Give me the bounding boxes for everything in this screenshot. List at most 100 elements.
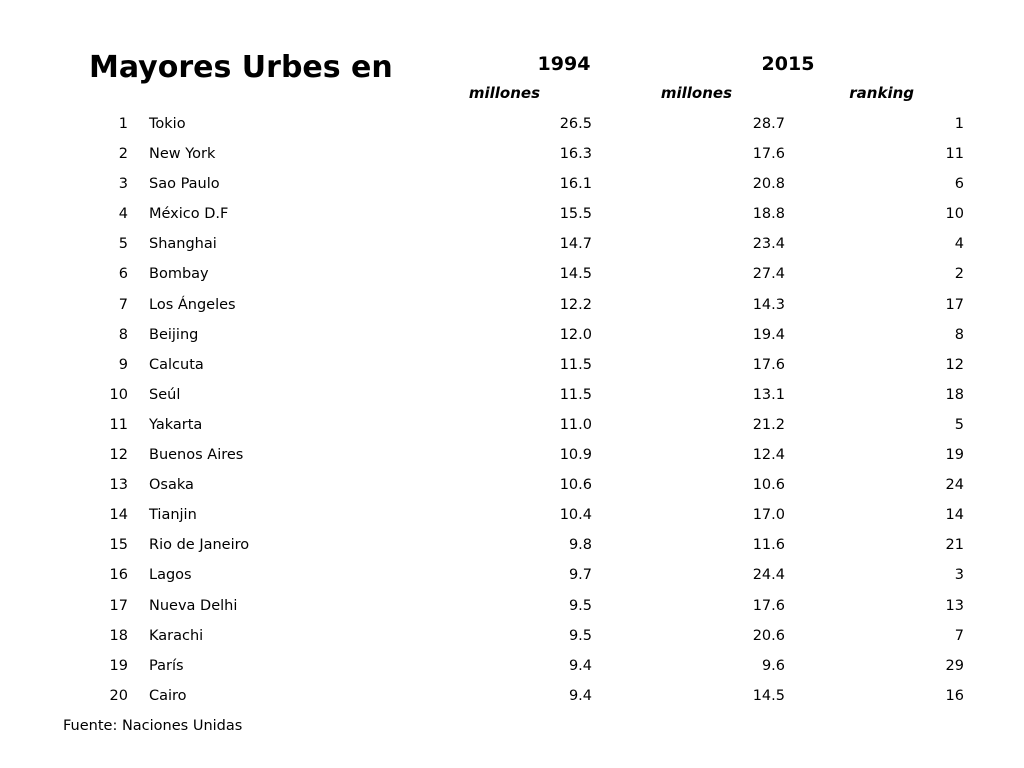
city-name: México D.F [149, 206, 229, 223]
table-row: 13 Osaka 10.6 10.6 24 [0, 469, 1024, 499]
population-1994: 14.5 [559, 266, 592, 283]
population-2015: 17.6 [752, 356, 785, 373]
rank-number: 20 [109, 687, 128, 704]
city-name: Bombay [149, 266, 209, 283]
population-2015: 9.6 [761, 657, 785, 674]
population-1994: 10.4 [559, 507, 592, 524]
population-2015: 14.5 [752, 687, 785, 704]
table-row: 4 México D.F 15.5 18.8 10 [0, 198, 1024, 228]
city-name: Lagos [149, 567, 192, 584]
city-name: Karachi [149, 627, 204, 644]
table-row: 8 Beijing 12.0 19.4 8 [0, 319, 1024, 349]
population-1994: 9.8 [568, 537, 592, 554]
rank-number: 11 [109, 416, 128, 433]
source-note: Fuente: Naciones Unidas [63, 718, 243, 734]
population-1994: 9.5 [568, 627, 592, 644]
ranking-2015: 19 [945, 447, 964, 464]
population-1994: 26.5 [559, 116, 592, 132]
rank-number: 1 [118, 116, 128, 132]
ranking-2015: 16 [945, 687, 964, 704]
population-1994: 9.5 [568, 597, 592, 614]
city-table: 1 Tokio 26.5 28.7 1 2 New York 16.3 17.6 11 3 Sao P… [0, 108, 1024, 710]
table-row: 7 Los Ángeles 12.2 14.3 17 [0, 289, 1024, 319]
table-row: 5 Shanghai 14.7 23.4 4 [0, 228, 1024, 258]
city-name: Tokio [149, 116, 186, 132]
table-row: 1 Tokio 26.5 28.7 1 [0, 108, 1024, 138]
city-name: Cairo [149, 687, 187, 704]
rank-number: 7 [118, 296, 128, 313]
population-1994: 15.5 [559, 206, 592, 223]
population-1994: 10.6 [559, 477, 592, 494]
population-1994: 12.0 [559, 326, 592, 343]
population-1994: 16.3 [559, 146, 592, 163]
population-2015: 28.7 [752, 116, 785, 132]
rank-number: 18 [109, 627, 128, 644]
rank-number: 3 [118, 176, 128, 193]
table-row: 2 New York 16.3 17.6 11 [0, 138, 1024, 168]
table-row: 10 Seúl 11.5 13.1 18 [0, 379, 1024, 409]
table-row: 9 Calcuta 11.5 17.6 12 [0, 349, 1024, 379]
rank-number: 8 [118, 326, 128, 343]
city-name: Shanghai [149, 236, 217, 253]
ranking-2015: 10 [945, 206, 964, 223]
table-row: 15 Rio de Janeiro 9.8 11.6 21 [0, 529, 1024, 559]
population-1994: 12.2 [559, 296, 592, 313]
population-2015: 27.4 [752, 266, 785, 283]
population-2015: 23.4 [752, 236, 785, 253]
population-2015: 17.6 [752, 146, 785, 163]
population-1994: 9.4 [568, 657, 592, 674]
rank-number: 6 [118, 266, 128, 283]
rank-number: 5 [118, 236, 128, 253]
city-name: Yakarta [149, 416, 203, 433]
population-1994: 16.1 [559, 176, 592, 193]
population-1994: 11.5 [559, 386, 592, 403]
population-1994: 11.5 [559, 356, 592, 373]
city-name: Rio de Janeiro [149, 537, 250, 554]
population-1994: 14.7 [559, 236, 592, 253]
unit-label-2015: millones [660, 84, 732, 102]
population-2015: 20.6 [752, 627, 785, 644]
rank-number: 10 [109, 386, 128, 403]
ranking-2015: 5 [954, 416, 964, 433]
city-name: Calcuta [149, 356, 204, 373]
population-2015: 11.6 [752, 537, 785, 554]
ranking-2015: 4 [954, 236, 964, 253]
city-name: Beijing [149, 326, 199, 343]
ranking-2015: 13 [945, 597, 964, 614]
table-row: 19 París 9.4 9.6 29 [0, 650, 1024, 680]
population-2015: 19.4 [752, 326, 785, 343]
table-row: 11 Yakarta 11.0 21.2 5 [0, 409, 1024, 439]
population-2015: 18.8 [752, 206, 785, 223]
page-title: Mayores Urbes en [89, 50, 393, 85]
rank-number: 16 [109, 567, 128, 584]
rank-number: 13 [109, 477, 128, 494]
table-row: 3 Sao Paulo 16.1 20.8 6 [0, 168, 1024, 198]
rank-number: 14 [109, 507, 128, 524]
year-header-2015: 2015 [761, 53, 815, 75]
table-row: 20 Cairo 9.4 14.5 16 [0, 680, 1024, 710]
table-row: 12 Buenos Aires 10.9 12.4 19 [0, 439, 1024, 469]
population-1994: 9.7 [568, 567, 592, 584]
table-row: 16 Lagos 9.7 24.4 3 [0, 559, 1024, 589]
city-name: Nueva Delhi [149, 597, 238, 614]
table-row: 14 Tianjin 10.4 17.0 14 [0, 499, 1024, 529]
rank-number: 17 [109, 597, 128, 614]
ranking-2015: 29 [945, 657, 964, 674]
ranking-2015: 12 [945, 356, 964, 373]
ranking-2015: 18 [945, 386, 964, 403]
ranking-2015: 21 [945, 537, 964, 554]
population-2015: 24.4 [752, 567, 785, 584]
city-name: Seúl [149, 386, 181, 403]
rank-number: 15 [109, 537, 128, 554]
city-name: Los Ángeles [149, 296, 236, 313]
rank-number: 2 [118, 146, 128, 163]
population-2015: 17.0 [752, 507, 785, 524]
ranking-2015: 1 [954, 116, 964, 132]
ranking-2015: 14 [945, 507, 964, 524]
ranking-2015: 2 [954, 266, 964, 283]
population-2015: 14.3 [752, 296, 785, 313]
city-name: Sao Paulo [149, 176, 220, 193]
population-2015: 21.2 [752, 416, 785, 433]
population-2015: 20.8 [752, 176, 785, 193]
city-name: New York [149, 146, 216, 163]
